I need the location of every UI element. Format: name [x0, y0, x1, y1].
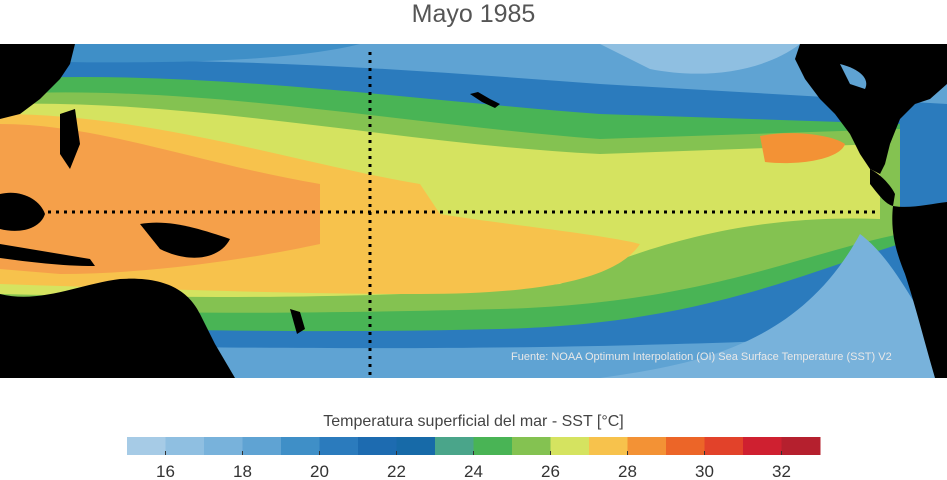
colorbar-bin	[165, 437, 205, 455]
colorbar-tick-label: 24	[464, 462, 483, 480]
colorbar-bin	[358, 437, 397, 455]
colorbar-tick-label: 26	[541, 462, 560, 480]
colorbar-bin	[589, 437, 628, 455]
colorbar-tick-label: 16	[156, 462, 175, 480]
source-note: Fuente: NOAA Optimum Interpolation (OI) …	[511, 351, 892, 363]
map-title: Mayo 1985	[411, 0, 536, 28]
land-yucatan	[840, 64, 867, 89]
colorbar-tick-label: 18	[233, 462, 252, 480]
land-south-america	[892, 202, 947, 378]
colorbar-label: Temperatura superficial del mar - SST [°…	[323, 413, 624, 430]
land-borneo	[0, 192, 45, 231]
ocean-warm-pool	[0, 124, 320, 274]
colorbar-bin	[512, 437, 551, 455]
colorbar-bin	[319, 437, 359, 455]
land-new-zealand	[290, 309, 305, 334]
ocean-hot-spot-east	[760, 133, 845, 164]
colorbar-bin	[435, 437, 474, 455]
colorbar-bin	[743, 437, 782, 455]
land-central-america	[870, 169, 895, 206]
colorbar-bin	[127, 437, 166, 455]
colorbar-bin	[666, 437, 705, 455]
sst-map	[0, 44, 947, 378]
land-philippines	[60, 109, 80, 169]
colorbar-bin	[473, 437, 513, 455]
colorbar-bin	[242, 437, 282, 455]
ocean-cold-se	[600, 234, 947, 378]
colorbar-bin	[627, 437, 667, 455]
land-indonesia-chain	[0, 244, 95, 266]
land-australia	[0, 278, 235, 378]
colorbar-tick-label: 30	[695, 462, 714, 480]
colorbar-bin	[781, 437, 821, 455]
land-hawaii	[470, 92, 500, 108]
colorbar-tick-label: 32	[772, 462, 791, 480]
land-north-america	[795, 44, 947, 174]
colorbar-bin	[204, 437, 243, 455]
colorbar-tick-label: 20	[310, 462, 329, 480]
land-asia	[0, 44, 75, 119]
colorbar-bin	[704, 437, 744, 455]
colorbar-bin	[281, 437, 320, 455]
colorbar-tick-label: 22	[387, 462, 406, 480]
ocean-cold-nw	[60, 44, 360, 63]
ocean-cold-ne	[600, 44, 800, 74]
colorbar-tick-label: 28	[618, 462, 637, 480]
colorbar-bin	[396, 437, 436, 455]
land-new-guinea	[140, 222, 230, 258]
colorbar-bin	[550, 437, 590, 455]
